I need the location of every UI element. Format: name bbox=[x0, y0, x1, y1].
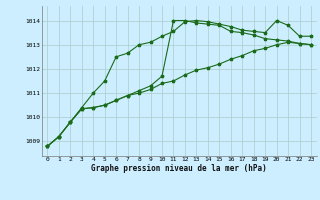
X-axis label: Graphe pression niveau de la mer (hPa): Graphe pression niveau de la mer (hPa) bbox=[91, 164, 267, 173]
